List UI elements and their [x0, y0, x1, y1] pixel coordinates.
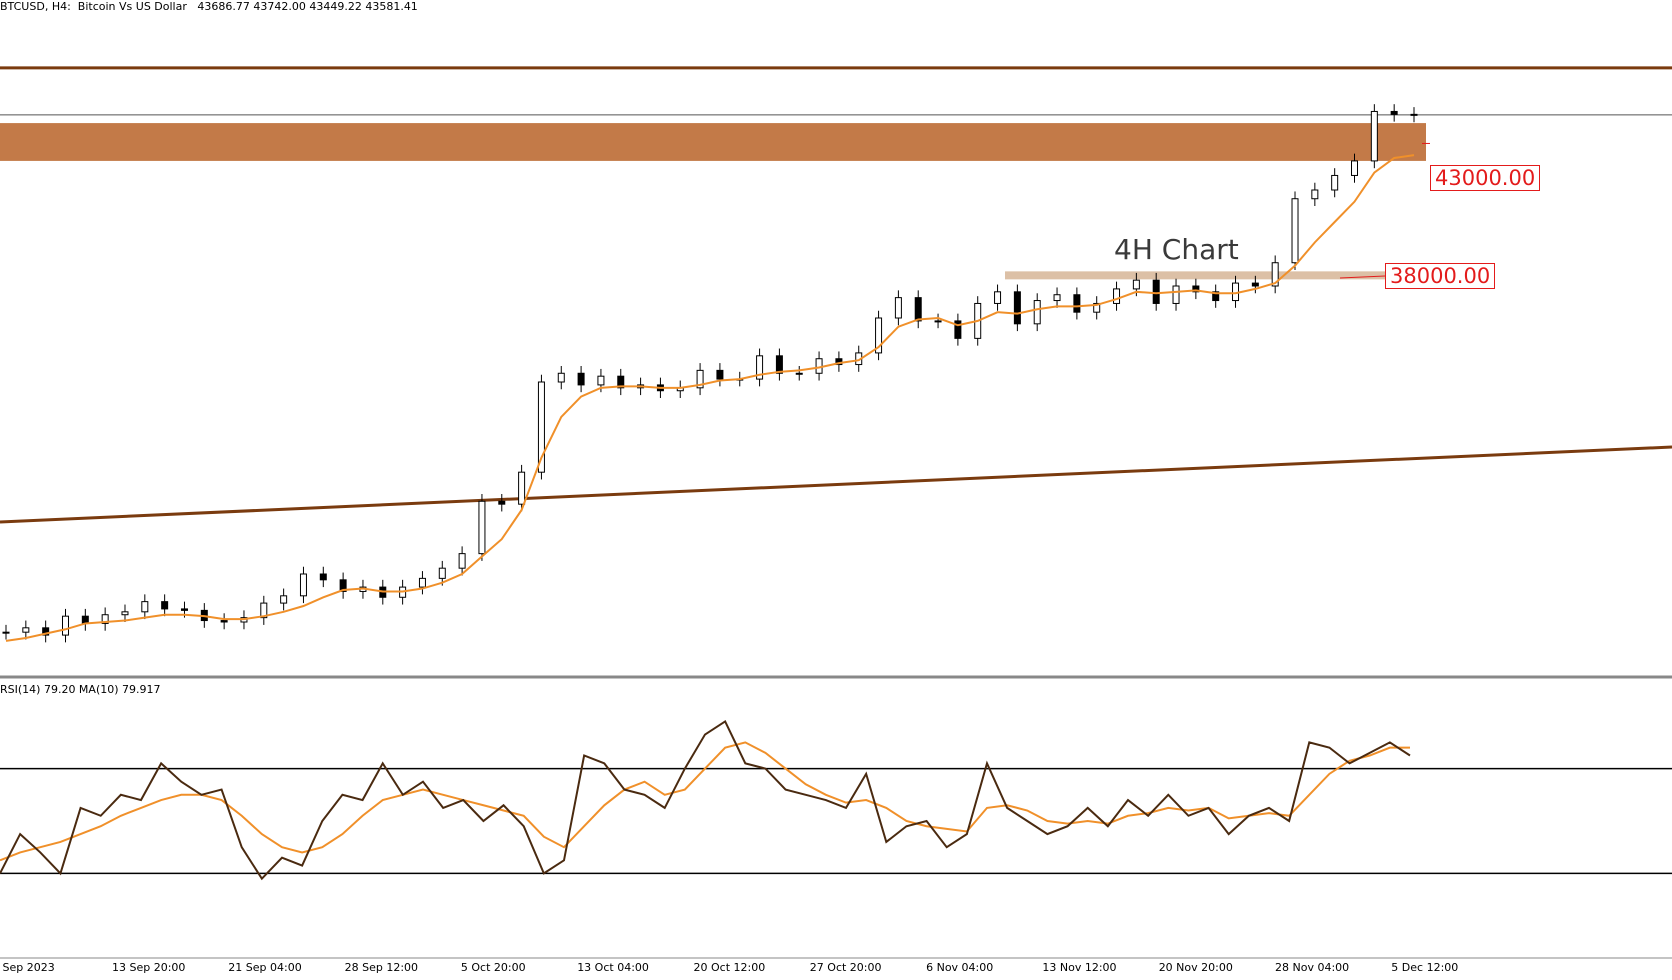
moving-average-line	[5, 154, 1415, 642]
x-tick-label: 13 Oct 04:00	[577, 961, 649, 974]
candle-body	[1251, 282, 1259, 287]
chart-annotation-title: 4H Chart	[1114, 233, 1239, 266]
candle-body	[518, 471, 526, 505]
support-label-connector	[1339, 275, 1386, 279]
candle-body	[220, 620, 228, 623]
candle-body	[121, 611, 129, 616]
x-tick-label: 20 Oct 12:00	[693, 961, 766, 974]
instrument-name: Bitcoin Vs US Dollar	[77, 0, 187, 13]
candle-body	[1311, 189, 1319, 200]
candle-body	[1033, 300, 1041, 325]
candle-body	[319, 573, 327, 581]
resistance-price-label: 43000.00	[1430, 165, 1541, 191]
candle-body	[1390, 110, 1398, 115]
candle-body	[61, 615, 69, 636]
candle-body	[1053, 294, 1061, 302]
candle-body	[756, 355, 764, 380]
candle-body	[1172, 285, 1180, 304]
candle-body	[1212, 291, 1220, 302]
candle-body	[894, 297, 902, 319]
x-tick-label: 5 Dec 12:00	[1391, 961, 1459, 974]
candle-body	[1370, 110, 1378, 162]
rsi-header: RSI(14) 79.20 MA(10) 79.917	[0, 683, 161, 696]
rising-trendline	[0, 445, 1672, 524]
ohlc-values: 43686.77 43742.00 43449.22 43581.41	[197, 0, 418, 13]
candle-body	[1013, 291, 1021, 325]
candle-body	[1331, 174, 1339, 191]
candle-body	[914, 297, 922, 322]
candle-body	[835, 358, 843, 366]
resistance-zone	[0, 123, 1426, 161]
candle-body	[1093, 302, 1101, 313]
candle-body	[1351, 160, 1359, 176]
candle-body	[1113, 288, 1121, 304]
candle-body	[280, 595, 288, 604]
candle-body	[954, 320, 962, 339]
candle-body	[716, 369, 724, 380]
candle-body	[597, 375, 605, 386]
candle-body	[696, 369, 704, 389]
candle-body	[2, 631, 10, 634]
candle-body	[1271, 262, 1279, 287]
x-tick-label: 28 Sep 12:00	[344, 961, 419, 974]
candle-body	[101, 614, 109, 624]
x-tick-label: 21 Sep 04:00	[228, 961, 302, 974]
candle-body	[795, 372, 803, 375]
x-tick-label: 5 Oct 20:00	[460, 961, 526, 974]
candle-body	[1192, 285, 1200, 293]
candle-body	[161, 601, 169, 610]
candle-body	[994, 291, 1002, 304]
x-tick-label: 13 Nov 12:00	[1042, 961, 1117, 974]
x-tick-label: 20 Nov 20:00	[1158, 961, 1233, 974]
candle-body	[458, 553, 466, 569]
candle-body	[1152, 279, 1160, 304]
candle-body	[42, 627, 50, 636]
candle-body	[418, 577, 426, 588]
candle-body	[22, 627, 30, 633]
candle-body	[1073, 294, 1081, 313]
candle-body	[180, 608, 188, 611]
x-tick-label: 6 Sep 2023	[0, 961, 55, 974]
candle-body	[617, 375, 625, 389]
x-tick-label: 27 Oct 20:00	[809, 961, 882, 974]
x-tick-label: 13 Sep 20:00	[112, 961, 186, 974]
candle-body	[934, 320, 942, 323]
symbol-header: BTCUSD, H4: Bitcoin Vs US Dollar 43686.7…	[0, 0, 418, 13]
candle-body	[557, 372, 565, 383]
candle-body	[875, 317, 883, 354]
candle-body	[438, 567, 446, 579]
candle-body	[141, 601, 149, 613]
x-tick-label: 28 Nov 04:00	[1275, 961, 1350, 974]
rsi-ma-line	[0, 741, 1410, 862]
candle-body	[537, 381, 545, 473]
candle-body	[339, 579, 347, 592]
support-price-label: 38000.00	[1385, 263, 1496, 289]
candle-body	[775, 355, 783, 374]
support-zone	[1005, 271, 1387, 280]
candle-body	[478, 500, 486, 555]
candle-body	[577, 372, 585, 386]
rsi-line	[0, 719, 1411, 881]
symbol-text: BTCUSD	[0, 0, 45, 13]
timeframe-text: H4	[51, 0, 68, 13]
candle-body	[299, 573, 307, 597]
candle-body	[1291, 198, 1299, 264]
x-tick-label: 6 Nov 04:00	[926, 961, 994, 974]
candle-body	[260, 602, 268, 619]
candle-body	[498, 500, 506, 505]
candle-body	[1410, 113, 1418, 116]
candle-body	[1132, 279, 1140, 290]
